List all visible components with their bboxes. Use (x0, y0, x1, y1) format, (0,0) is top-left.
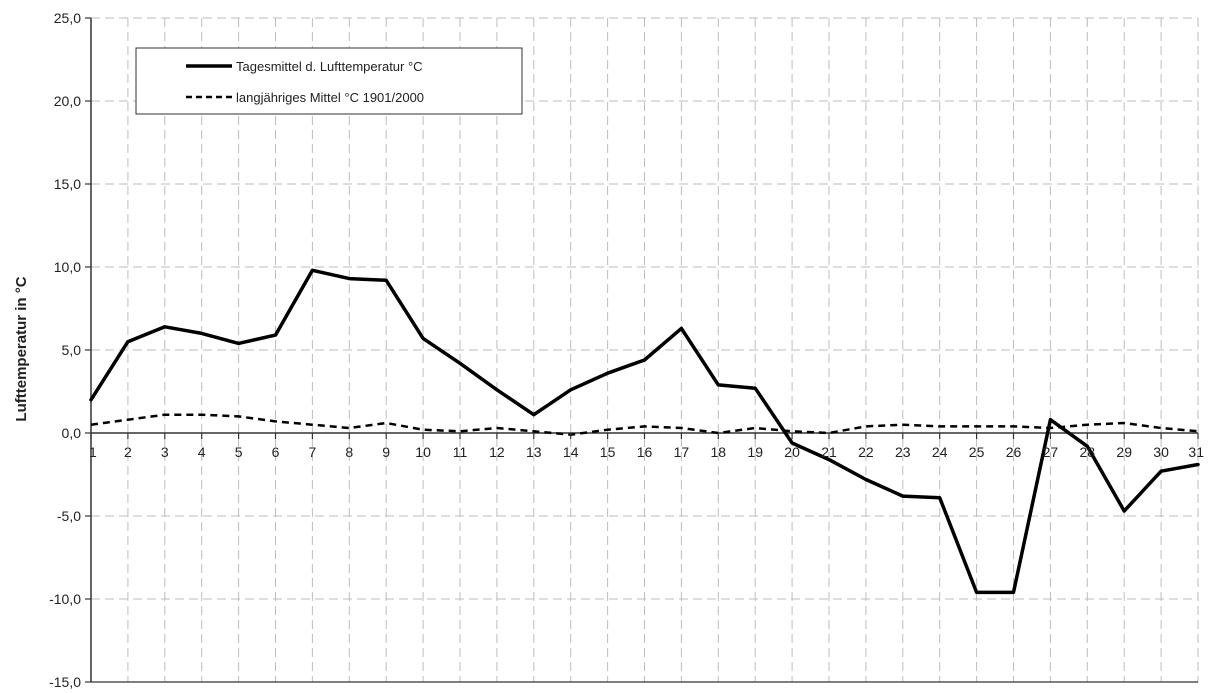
x-tick-label: 14 (563, 444, 579, 460)
x-tick-label: 15 (600, 444, 616, 460)
x-tick-label: 9 (382, 444, 390, 460)
x-tick-label: 31 (1188, 444, 1204, 460)
x-tick-label: 23 (895, 444, 911, 460)
series-line-longterm-mean (90, 413, 1199, 436)
y-tick-label: 10,0 (54, 259, 81, 275)
x-tick-label: 25 (969, 444, 985, 460)
x-tick-label: 12 (489, 444, 505, 460)
tick-labels: 25,020,015,010,05,00,0-5,0-10,0-15,01 2 3 4… (49, 10, 1204, 690)
y-tick-label: -15,0 (49, 674, 81, 690)
x-tick-label: 24 (932, 444, 948, 460)
y-tick-label: 20,0 (54, 93, 81, 109)
x-tick-label: 6 (272, 444, 280, 460)
x-tick-label: 3 (161, 444, 169, 460)
x-tick-label: 13 (526, 444, 542, 460)
y-tick-label: 5,0 (62, 342, 82, 358)
x-tick-label: 26 (1006, 444, 1022, 460)
series-lines (89, 268, 1200, 595)
y-tick-label: -5,0 (57, 508, 81, 524)
x-tick-label: 5 (235, 444, 243, 460)
legend-box (135, 47, 523, 115)
x-tick-label: 17 (674, 444, 690, 460)
y-tick-label: 25,0 (54, 10, 81, 26)
x-tick-label: 7 (309, 444, 317, 460)
y-tick-label: -10,0 (49, 591, 81, 607)
legend-label-longterm: langjähriges Mittel °C 1901/2000 (236, 90, 424, 105)
legend-label-daily: Tagesmittel d. Lufttemperatur °C (236, 59, 423, 74)
x-tick-label: 16 (637, 444, 653, 460)
x-tick-label: 4 (198, 444, 206, 460)
y-tick-label: 15,0 (54, 176, 81, 192)
x-tick-label: 27 (1043, 444, 1059, 460)
x-tick-label: 29 (1116, 444, 1132, 460)
x-tick-label: 28 (1080, 444, 1096, 460)
x-tick-label: 10 (415, 444, 431, 460)
x-tick-label: 8 (345, 444, 353, 460)
x-tick-label: 22 (858, 444, 874, 460)
series-line-daily-mean (89, 268, 1200, 595)
x-tick-label: 20 (784, 444, 800, 460)
x-tick-label: 21 (821, 444, 837, 460)
x-tick-label: 30 (1153, 444, 1169, 460)
y-tick-label: 0,0 (62, 425, 82, 441)
x-tick-label: 11 (453, 444, 468, 460)
legend: Tagesmittel d. Lufttemperatur °C langjäh… (135, 47, 523, 115)
y-axis-title: Lufttemperatur in °C (13, 276, 30, 421)
x-tick-label: 2 (124, 444, 132, 460)
grid (91, 17, 1199, 682)
x-tick-label: 18 (711, 444, 727, 460)
x-tick-label: 1 (89, 444, 97, 460)
x-tick-label: 19 (747, 444, 763, 460)
